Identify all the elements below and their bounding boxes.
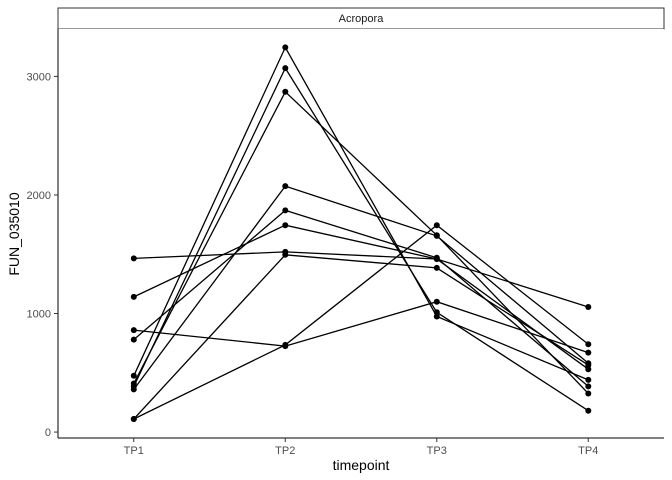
x-tick-label: TP4 [578,445,598,457]
data-point [433,309,440,316]
series-5 [130,44,592,383]
y-tick-label: 3000 [27,71,51,83]
data-point [585,304,592,310]
series-line [133,90,589,394]
data-point [282,222,289,229]
y-axis-title: FUN_035010 [6,192,22,275]
facet-strip: Acropora [57,7,665,30]
x-tick-label: TP2 [275,445,295,457]
data-point [130,386,137,393]
data-point [585,383,592,390]
y-tick-label: 2000 [27,190,51,202]
data-point [130,255,137,262]
data-point [282,183,289,190]
data-point [585,349,592,356]
y-tick-label: 0 [45,427,51,439]
data-point [585,407,592,414]
data-point [130,336,137,343]
series-line [133,209,589,387]
data-point [585,366,592,373]
data-point [433,232,440,239]
data-point [282,207,289,214]
data-point [433,298,440,305]
series-line [133,254,589,420]
x-axis-title: timepoint [333,457,390,473]
series-4 [130,207,592,390]
data-point [585,341,592,348]
data-point [585,362,592,369]
series-line [133,301,589,354]
data-point [130,416,137,422]
series-line [133,185,589,390]
series-line [133,251,589,308]
data-point [433,254,440,261]
data-point [282,44,289,51]
series-line [133,45,589,381]
data-point [130,372,137,379]
series-10 [130,251,592,422]
series-layer [130,44,592,422]
facet-strip-label: Acropora [339,13,385,25]
data-point [282,341,289,348]
series-line [133,66,589,412]
data-point [433,313,440,320]
data-point [282,88,289,95]
data-point [282,65,289,72]
data-point [130,293,137,300]
data-point [433,222,440,229]
data-point [433,264,440,271]
x-tick-label: TP3 [427,445,447,457]
series-line [133,224,589,420]
data-point [130,327,137,334]
data-point [585,376,592,383]
axes-layer: 0 1000 2000 3000 TP1 TP2 TP3 TP4 [27,29,664,457]
y-tick-label: 1000 [27,309,51,321]
x-tick-label: TP1 [124,445,144,457]
data-point [282,251,289,258]
data-point [585,390,592,397]
series-3 [130,298,592,356]
